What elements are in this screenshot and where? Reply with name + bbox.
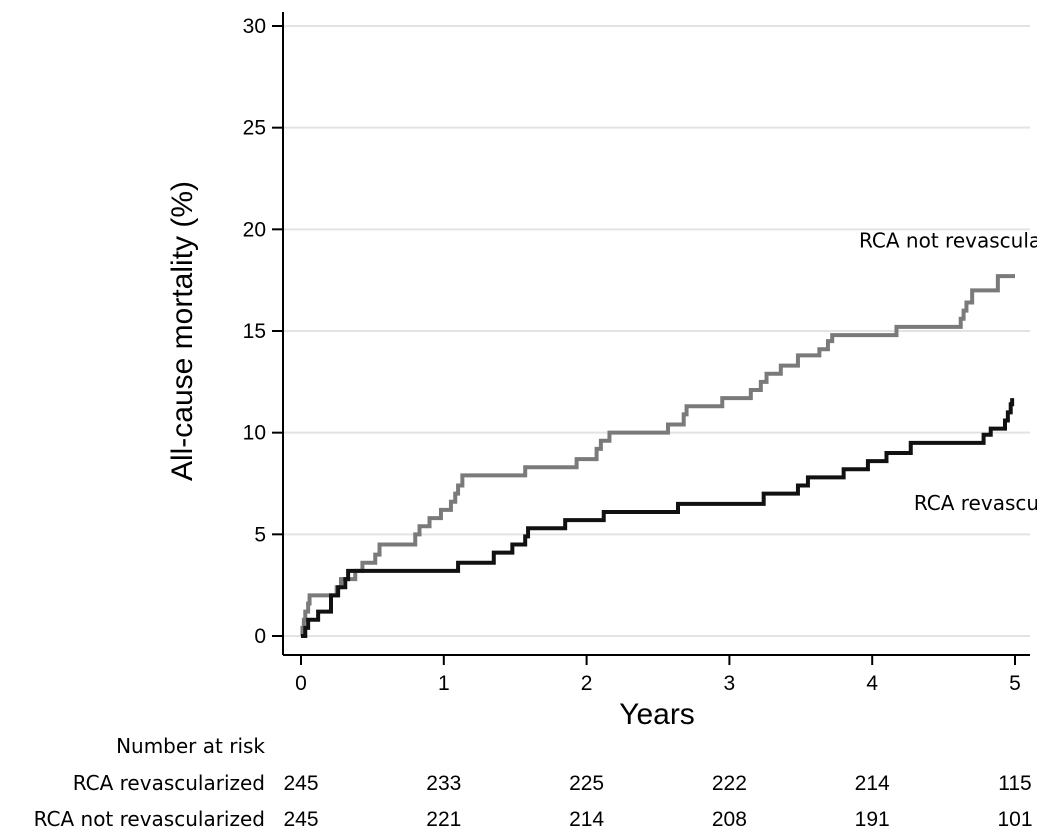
- risk-value: 233: [426, 772, 461, 795]
- y-tick-label: 5: [254, 523, 266, 546]
- risk-value: 245: [283, 808, 318, 831]
- risk-value: 208: [712, 808, 747, 831]
- y-tick-label: 25: [243, 117, 266, 140]
- risk-value: 101: [997, 808, 1032, 831]
- series-annotations: RCA not revascularized RCA revascularized: [859, 229, 1037, 515]
- number-at-risk-table: Number at risk RCA revascularized RCA no…: [34, 734, 1033, 831]
- risk-value: 222: [712, 772, 747, 795]
- risk-value: 221: [426, 808, 461, 831]
- series-line-revascularized: [301, 398, 1015, 638]
- y-tick-label: 30: [243, 15, 266, 38]
- risk-value: 245: [283, 772, 318, 795]
- x-tick-label: 4: [866, 672, 878, 695]
- series-label: RCA revascularized: [914, 491, 1037, 515]
- series-label: RCA not revascularized: [859, 229, 1037, 253]
- risk-value: 115: [998, 772, 1031, 795]
- x-tick-label: 0: [295, 672, 307, 695]
- y-tick-label: 20: [243, 218, 266, 241]
- series-lines: [300, 274, 1015, 638]
- y-tick-label: 0: [254, 625, 266, 648]
- x-tick-label: 3: [724, 672, 736, 695]
- risk-table-header: Number at risk: [116, 734, 265, 758]
- risk-row-label: RCA revascularized: [73, 771, 265, 795]
- risk-value: 214: [855, 772, 890, 795]
- y-tick-label: 10: [243, 422, 266, 445]
- x-tick-label: 1: [438, 672, 450, 695]
- risk-value: 214: [569, 808, 604, 831]
- y-tick-label: 15: [243, 320, 266, 343]
- risk-values: 245 233 225 222 214 115 245 221 214 208 191 101: [283, 772, 1032, 831]
- risk-row-label: RCA not revascularized: [34, 807, 265, 831]
- x-tick-label: 5: [1009, 672, 1021, 695]
- x-axis-title: Years: [619, 698, 695, 731]
- risk-value: 225: [569, 772, 604, 795]
- x-tick-label: 2: [581, 672, 593, 695]
- axes: 0 5 10 15 20 25 30 0 1 2 3 4 5: [243, 12, 1030, 695]
- y-axis-title: All-cause mortality (%): [166, 181, 199, 481]
- risk-value: 191: [855, 808, 890, 831]
